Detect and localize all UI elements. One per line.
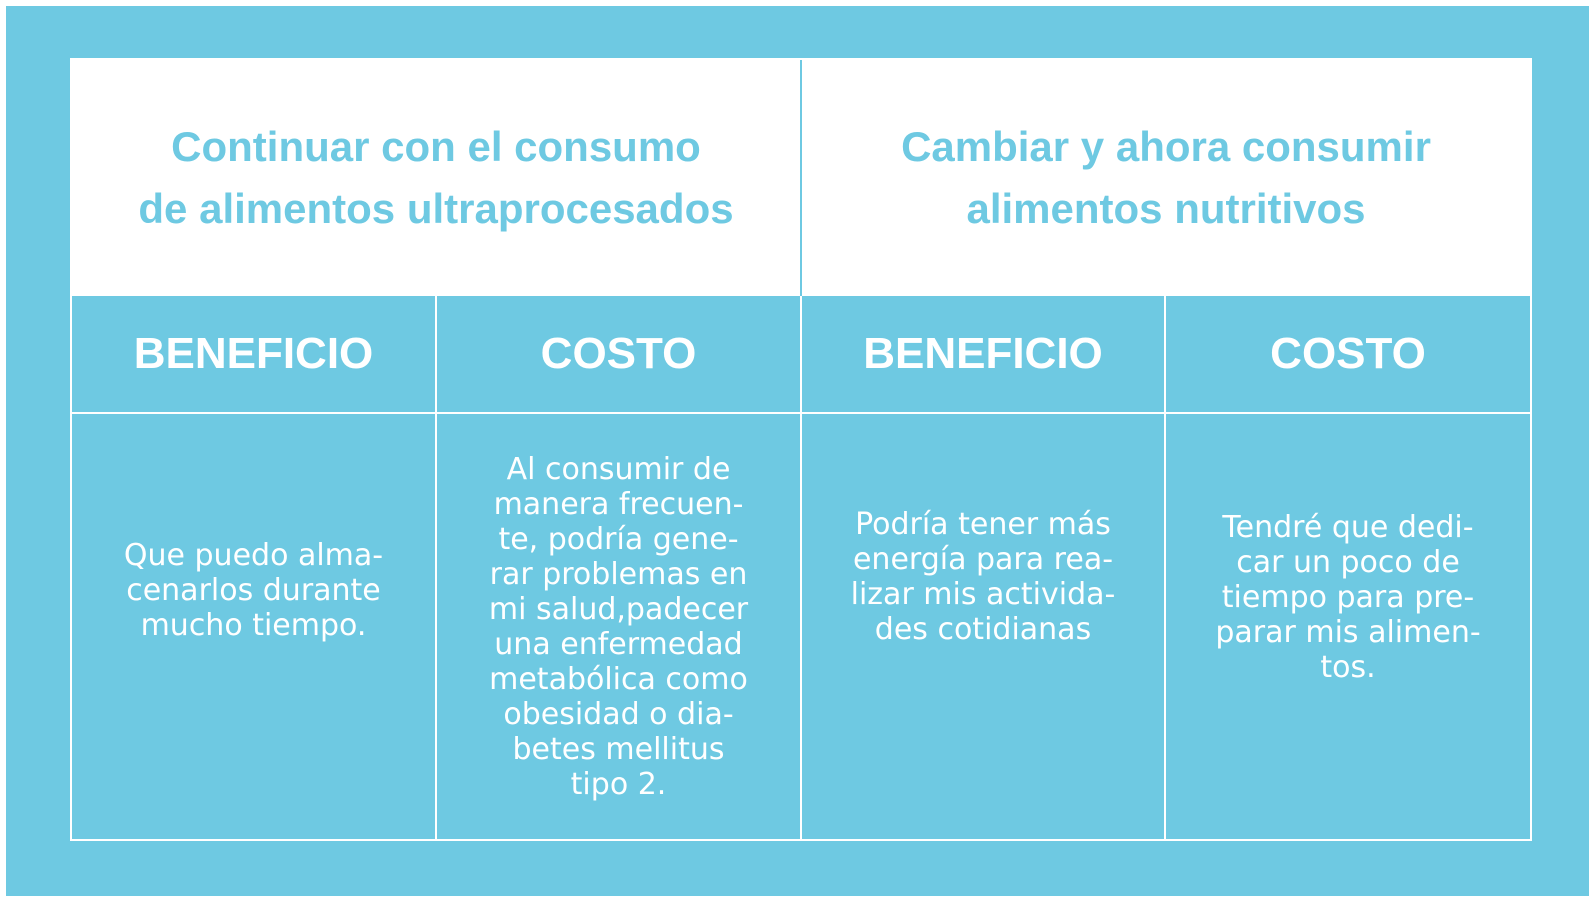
right-benefit-header-label: BENEFICIO <box>863 329 1103 378</box>
left-benefit-cell: Que puedo alma- cenarlos durante mucho t… <box>72 414 437 839</box>
left-benefit-header-label: BENEFICIO <box>133 329 374 378</box>
right-cost-text: Tendré que dedi- car un poco de tiempo p… <box>1215 510 1481 685</box>
left-cost-text: Al consumir de manera frecuen- te, podrí… <box>488 451 749 802</box>
left-cost-header-label: COSTO <box>540 329 697 378</box>
right-benefit-text: Podría tener más energía para rea- lizar… <box>850 506 1116 647</box>
option-right-title: Cambiar y ahora consumir alimentos nutri… <box>901 123 1431 232</box>
right-cost-header-label: COSTO <box>1270 329 1426 378</box>
left-benefit-header: BENEFICIO <box>72 296 437 414</box>
option-right-header: Cambiar y ahora consumir alimentos nutri… <box>802 60 1530 296</box>
left-cost-cell: Al consumir de manera frecuen- te, podrí… <box>437 414 802 839</box>
left-cost-header: COSTO <box>437 296 802 414</box>
option-left-title: Continuar con el consumo de alimentos ul… <box>138 123 734 232</box>
left-benefit-text: Que puedo alma- cenarlos durante mucho t… <box>123 538 384 643</box>
right-cost-cell: Tendré que dedi- car un poco de tiempo p… <box>1166 414 1530 839</box>
right-cost-header: COSTO <box>1166 296 1530 414</box>
right-benefit-header: BENEFICIO <box>802 296 1166 414</box>
background-frame: Continuar con el consumo de alimentos ul… <box>6 6 1589 896</box>
right-benefit-cell: Podría tener más energía para rea- lizar… <box>802 414 1166 839</box>
option-left-header: Continuar con el consumo de alimentos ul… <box>72 60 802 296</box>
cost-benefit-table: Continuar con el consumo de alimentos ul… <box>70 58 1532 841</box>
